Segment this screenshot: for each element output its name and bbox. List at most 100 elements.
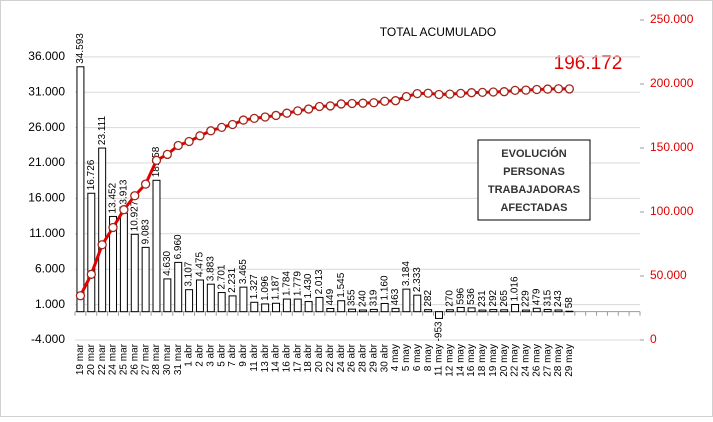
y-tick-label: 31.000 bbox=[28, 84, 65, 98]
bar bbox=[446, 310, 453, 312]
bar bbox=[359, 310, 366, 312]
value-label: 2.231 bbox=[227, 267, 238, 292]
cumulative-point bbox=[142, 180, 150, 188]
x-tick-label: 20 may bbox=[499, 344, 510, 377]
bar bbox=[425, 310, 432, 312]
value-label: 23.111 bbox=[97, 116, 108, 146]
total-annotation: 196.172 bbox=[554, 53, 623, 74]
bar bbox=[555, 310, 562, 312]
value-label: 231 bbox=[477, 290, 488, 307]
x-tick-label: 29 abr bbox=[368, 343, 379, 372]
value-label: 34.593 bbox=[75, 33, 86, 64]
x-tick-label: 30 mar bbox=[162, 343, 173, 375]
x-tick-label: 11 abr bbox=[249, 343, 260, 371]
value-label: 536 bbox=[466, 288, 477, 305]
value-label: 479 bbox=[531, 288, 542, 305]
x-tick-label: 25 mar bbox=[119, 343, 130, 375]
value-label: 1.784 bbox=[282, 271, 293, 296]
cumulative-point bbox=[326, 102, 334, 110]
value-label: -953 bbox=[434, 321, 445, 341]
bar bbox=[164, 279, 171, 312]
cumulative-point bbox=[239, 116, 247, 124]
box-text: TRABAJADORAS bbox=[488, 184, 580, 196]
x-tick-label: 3 abr bbox=[205, 343, 216, 366]
value-label: 270 bbox=[444, 290, 455, 307]
bar bbox=[273, 303, 280, 311]
bar bbox=[294, 299, 301, 312]
cumulative-point bbox=[163, 150, 171, 158]
value-label: 229 bbox=[521, 290, 532, 307]
cumulative-point bbox=[522, 86, 530, 94]
box-text: AFECTADAS bbox=[500, 202, 567, 214]
cumulative-point bbox=[555, 85, 563, 93]
y-tick-label: 16.000 bbox=[28, 191, 65, 205]
bar bbox=[99, 148, 106, 312]
value-label: 58 bbox=[564, 297, 575, 309]
value-label: 1.016 bbox=[510, 276, 521, 301]
cumulative-point bbox=[392, 97, 400, 105]
bar bbox=[414, 295, 421, 312]
bar bbox=[142, 247, 149, 311]
value-label: 315 bbox=[542, 289, 553, 306]
x-tick-label: 26 may bbox=[531, 344, 542, 377]
cumulative-point bbox=[337, 100, 345, 108]
value-label: 3.107 bbox=[184, 261, 195, 286]
cumulative-point bbox=[565, 85, 573, 93]
cumulative-point bbox=[218, 123, 226, 131]
y-tick-label: 21.000 bbox=[28, 155, 65, 169]
bar bbox=[436, 312, 443, 319]
value-label: 355 bbox=[347, 289, 358, 306]
value-label: 240 bbox=[358, 290, 369, 307]
x-tick-label: 5 abr bbox=[216, 343, 227, 366]
y-tick-label: 36.000 bbox=[28, 49, 65, 63]
value-label: 3.465 bbox=[238, 259, 249, 284]
x-tick-label: 27 may bbox=[542, 344, 553, 377]
bar bbox=[305, 302, 312, 312]
bar bbox=[196, 280, 203, 312]
cumulative-point bbox=[196, 132, 204, 140]
cumulative-point bbox=[174, 142, 182, 150]
y-tick-label: 26.000 bbox=[28, 120, 65, 134]
value-label: 9.083 bbox=[140, 219, 151, 244]
x-tick-label: 14 abr bbox=[271, 343, 282, 372]
x-tick-label: 27 mar bbox=[140, 343, 151, 375]
value-label: 596 bbox=[455, 287, 466, 304]
value-label: 1.327 bbox=[249, 274, 260, 299]
y2-tick-label: 50.000 bbox=[650, 268, 687, 282]
bar bbox=[381, 303, 388, 311]
value-label: 319 bbox=[368, 289, 379, 306]
bar bbox=[479, 310, 486, 312]
bar bbox=[392, 308, 399, 311]
x-tick-label: 19 mar bbox=[75, 343, 86, 375]
bar bbox=[207, 284, 214, 311]
bar bbox=[77, 67, 84, 312]
box-text: PERSONAS bbox=[503, 166, 565, 178]
x-tick-label: 4 may bbox=[390, 344, 401, 371]
x-tick-label: 2 abr bbox=[195, 343, 206, 366]
cumulative-point bbox=[294, 107, 302, 115]
bar bbox=[457, 307, 464, 311]
cumulative-point bbox=[109, 224, 117, 232]
bar bbox=[175, 262, 182, 311]
cumulative-point bbox=[446, 90, 454, 98]
cumulative-point bbox=[185, 138, 193, 146]
cumulative-point bbox=[381, 97, 389, 105]
value-label: 282 bbox=[423, 290, 434, 307]
x-tick-label: 28 may bbox=[553, 344, 564, 377]
x-tick-label: 18 abr bbox=[303, 343, 314, 372]
value-label: 4.630 bbox=[162, 250, 173, 275]
x-tick-label: 9 abr bbox=[238, 343, 249, 366]
y-tick-label: 1.000 bbox=[35, 297, 65, 311]
x-tick-label: 22 mar bbox=[97, 343, 108, 375]
bar bbox=[153, 180, 160, 311]
cumulative-point bbox=[348, 99, 356, 107]
cumulative-point bbox=[131, 192, 139, 200]
value-label: 2.701 bbox=[216, 264, 227, 289]
x-tick-label: 13 abr bbox=[260, 343, 271, 372]
bar bbox=[240, 287, 247, 312]
value-label: 1.096 bbox=[260, 275, 271, 300]
cumulative-point bbox=[76, 292, 84, 300]
bar bbox=[533, 308, 540, 311]
cumulative-point bbox=[370, 99, 378, 107]
